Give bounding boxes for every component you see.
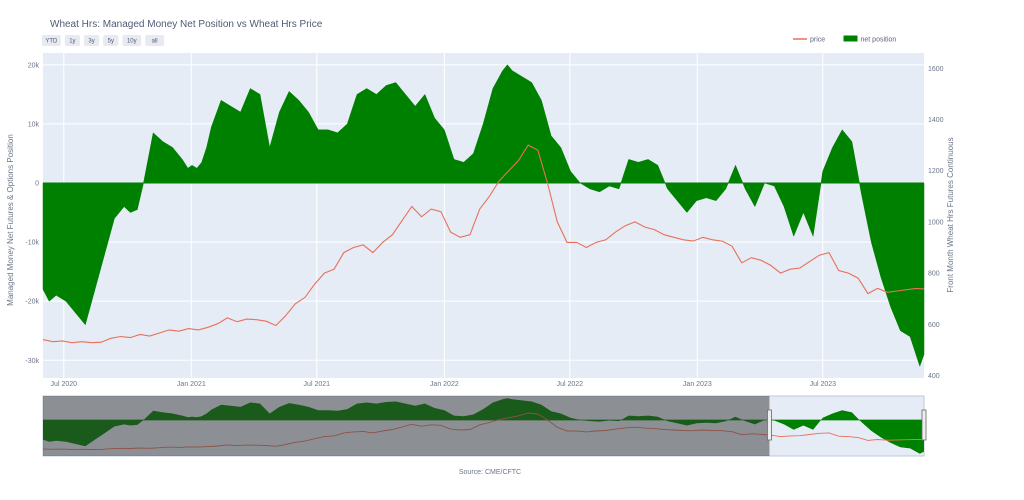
x-tick-label: Jan 2022: [430, 381, 459, 388]
svg-text:1y: 1y: [69, 39, 75, 45]
svg-text:3y: 3y: [88, 39, 94, 45]
range-button-all[interactable]: all: [145, 35, 164, 46]
x-tick-label: Jul 2021: [304, 381, 331, 388]
right-tick-label: 1400: [928, 117, 944, 124]
range-button-3y[interactable]: 3y: [84, 35, 100, 46]
left-tick-label: -10k: [25, 240, 39, 247]
right-tick-label: 1600: [928, 66, 944, 73]
plot-background: [43, 53, 924, 378]
right-tick-label: 400: [928, 373, 940, 380]
left-tick-label: 0: [35, 181, 39, 188]
price-series: [42, 144, 925, 344]
left-tick-label: -30k: [25, 358, 39, 365]
left-tick-label: 10k: [28, 121, 40, 128]
range-button-ytd[interactable]: YTD: [42, 35, 61, 46]
right-tick-label: 1000: [928, 219, 944, 226]
range-slider[interactable]: [42, 395, 927, 457]
x-tick-label: Jan 2021: [177, 381, 206, 388]
range-button-5y[interactable]: 5y: [103, 35, 119, 46]
right-tick-label: 600: [928, 322, 940, 329]
range-buttons: YTD 1y 3y 5y 10y all: [42, 35, 164, 46]
svg-text:all: all: [152, 39, 158, 45]
range-button-10y[interactable]: 10y: [122, 35, 142, 46]
slider-handle-right[interactable]: [921, 409, 927, 441]
plot-area: [43, 53, 924, 378]
chart-title: Wheat Hrs: Managed Money Net Position vs…: [50, 19, 323, 30]
legend: price net position: [793, 35, 897, 44]
left-axis-label: Managed Money Net Futures & Options Posi…: [6, 134, 15, 306]
x-tick-label: Jul 2022: [557, 381, 584, 388]
left-tick-label: 20k: [28, 62, 40, 69]
right-axis-ticks: 1600 1400 1200 1000 800 600 400: [928, 66, 944, 380]
svg-text:price: price: [810, 37, 825, 44]
svg-text:5y: 5y: [108, 39, 114, 45]
legend-item-net-position[interactable]: net position: [843, 35, 897, 44]
slider-handle-left[interactable]: [767, 409, 772, 441]
net-position-area: [42, 64, 925, 367]
x-tick-label: Jan 2023: [683, 381, 712, 388]
left-axis-ticks: 20k 10k 0 -10k -20k -30k: [25, 62, 39, 364]
range-button-1y[interactable]: 1y: [64, 35, 80, 46]
source-note: Source: CME/CFTC: [459, 469, 521, 476]
x-tick-label: Jul 2023: [810, 381, 837, 388]
right-tick-label: 800: [928, 271, 940, 278]
x-tick-label: Jul 2020: [51, 381, 78, 388]
x-axis-ticks: Jul 2020 Jan 2021 Jul 2021 Jan 2022 Jul 2022…: [51, 381, 837, 388]
left-tick-label: -20k: [25, 299, 39, 306]
svg-text:net position: net position: [861, 37, 897, 44]
slider-mask-left: [43, 396, 770, 456]
net-position-series: [42, 64, 925, 367]
right-tick-label: 1200: [928, 168, 944, 175]
svg-text:YTD: YTD: [45, 39, 58, 45]
right-axis-label: Front Month Wheat Hrs Futures Continuous: [946, 137, 955, 292]
svg-text:10y: 10y: [127, 39, 137, 45]
legend-item-price[interactable]: price: [793, 37, 825, 44]
price-line: [42, 144, 925, 344]
